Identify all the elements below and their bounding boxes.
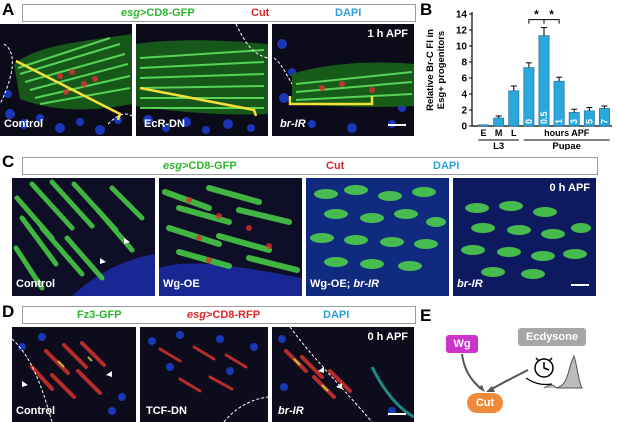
legend-a: esg>CD8-GFP Cut DAPI — [22, 4, 416, 22]
sig-bracket-1 — [528, 19, 544, 24]
x-tick-label: M — [495, 128, 503, 138]
y-tick-label: 8 — [461, 58, 467, 69]
label-c-wgoe: Wg-OE — [163, 278, 200, 290]
bar-E — [478, 124, 489, 127]
micrograph-c-control: Control — [12, 178, 155, 296]
panel-letter-a: A — [2, 0, 15, 19]
legend-esg: esg — [187, 309, 206, 321]
legend-esg: esg — [163, 160, 182, 172]
legend-esg: esg — [121, 7, 140, 19]
group-label-l3: L3 — [493, 141, 504, 150]
micrograph-a-control: Control — [0, 24, 132, 136]
legend-dapi: DAPI — [323, 309, 350, 321]
x-tick-label: E — [481, 128, 487, 138]
timepoint-a: 1 h APF — [367, 28, 408, 40]
panel-letter-e: E — [420, 306, 432, 325]
y-tick-label: 14 — [456, 10, 468, 21]
arrow-ecdysone-cut — [489, 369, 529, 391]
label-a-ecrdn: EcR-DN — [144, 118, 185, 130]
sig-bracket-2 — [544, 19, 560, 24]
panel-letter-c: C — [2, 152, 15, 171]
micrograph-d-brir: 0 h APF br-IR — [272, 327, 414, 422]
label-a-brir: br-IR — [280, 118, 306, 130]
timepoint-c: 0 h APF — [549, 182, 590, 194]
y-tick-label: 2 — [461, 106, 467, 117]
timepoint-d: 0 h APF — [367, 331, 408, 343]
x-tick-label: L — [511, 128, 517, 138]
scale-bar-c — [571, 284, 589, 286]
label-a-control: Control — [4, 118, 44, 130]
label-d-brir: br-IR — [278, 405, 304, 417]
y-tick-label: 0 — [461, 122, 467, 133]
y-axis-label: Relative Br-C FI inEsg+ progenitors — [425, 29, 447, 111]
micrograph-a-ecrdn: EcR-DN — [136, 24, 268, 136]
micrograph-d-control: Control — [12, 327, 136, 422]
bar-label-1: 1 — [554, 119, 564, 124]
y-tick-label: 4 — [461, 90, 467, 101]
label-c-control: Control — [16, 278, 56, 290]
panel-letter-d: D — [2, 302, 15, 321]
pathway-arrows — [461, 353, 583, 392]
scale-bar-d — [388, 413, 406, 415]
node-wg: Wg — [446, 335, 478, 353]
bar-label-3: 3 — [569, 119, 579, 124]
legend-cd8gfp: >CD8-GFP — [181, 160, 237, 172]
label-c-wgoe-brir: Wg-OE; br-IR — [310, 278, 380, 290]
micrograph-c-brir: 0 h APF br-IR — [453, 178, 596, 296]
sig-star-2: * — [549, 8, 554, 22]
micrograph-d-tcfdn: TCF-DN — [140, 327, 268, 422]
bar-label-7: 7 — [599, 119, 609, 124]
legend-c: esg>CD8-GFP Cut DAPI — [22, 157, 598, 175]
legend-cut: Cut — [326, 160, 345, 172]
group-label-pupae: Pupae — [552, 141, 581, 150]
legend-cd8gfp: >CD8-GFP — [139, 7, 195, 19]
bar-L — [508, 90, 520, 127]
bar-M — [493, 117, 505, 127]
label-c-brir: br-IR — [457, 278, 483, 290]
chart-b: Relative Br-C FI inEsg+ progenitors 0 2 4 6 8… — [416, 0, 617, 152]
hours-label: hours APF — [544, 128, 590, 138]
legend-dapi: DAPI — [335, 7, 362, 19]
legend-fz3gfp: Fz3-GFP — [77, 309, 122, 321]
y-tick-label: 6 — [461, 74, 467, 85]
ecdysone-pulse-icon — [543, 354, 583, 389]
scale-bar-a — [388, 124, 406, 126]
micrograph-a-brir: 1 h APF br-IR — [272, 24, 414, 136]
legend-d: Fz3-GFP esg>CD8-RFP DAPI — [22, 306, 416, 324]
label-d-control: Control — [16, 405, 56, 417]
node-cut: Cut — [467, 393, 503, 413]
y-tick-label: 10 — [456, 42, 468, 53]
panel-letter-b: B — [420, 0, 433, 19]
legend-cut: Cut — [251, 7, 270, 19]
micrograph-c-wgoe: Wg-OE — [159, 178, 302, 296]
legend-dapi: DAPI — [433, 160, 460, 172]
y-tick-label: 12 — [456, 26, 468, 37]
arrow-wg-cut — [461, 353, 484, 391]
micrograph-c-wgoe-brir: Wg-OE; br-IR — [306, 178, 449, 296]
label-d-tcfdn: TCF-DN — [146, 405, 187, 417]
node-ecdysone: Ecdysone — [518, 328, 586, 346]
clock-icon — [525, 357, 554, 386]
legend-cd8rfp: >CD8-RFP — [205, 309, 261, 321]
bar-label-5: 5 — [584, 119, 594, 124]
bar-label-0.5: 0.5 — [539, 111, 549, 124]
bar-0 — [523, 67, 535, 127]
bar-label-0: 0 — [524, 119, 534, 124]
sig-star-1: * — [534, 8, 539, 22]
